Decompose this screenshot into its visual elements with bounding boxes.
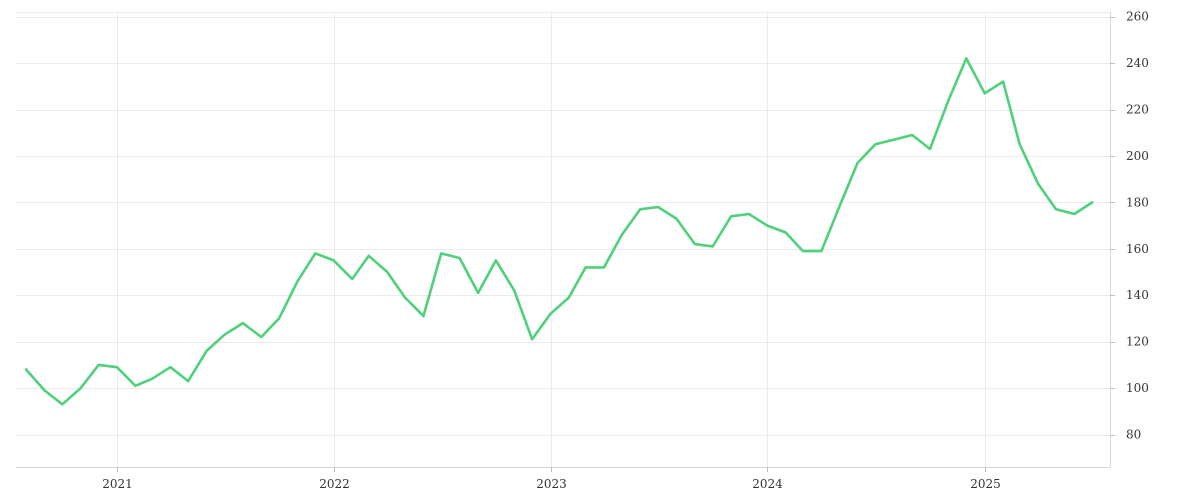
data-point bbox=[855, 160, 861, 166]
data-point bbox=[475, 290, 481, 296]
data-point bbox=[601, 264, 607, 270]
data-point bbox=[619, 232, 625, 238]
data-point bbox=[331, 257, 337, 263]
y-tick-label: 240 bbox=[1126, 56, 1149, 70]
data-point bbox=[23, 367, 29, 373]
data-point bbox=[204, 348, 210, 354]
x-tick-label: 2023 bbox=[536, 477, 567, 491]
data-point bbox=[1053, 206, 1059, 212]
data-point bbox=[185, 378, 191, 384]
data-point bbox=[946, 97, 952, 103]
data-point bbox=[764, 223, 770, 229]
data-point bbox=[800, 248, 806, 254]
data-point bbox=[42, 387, 48, 393]
x-tick-label: 2024 bbox=[752, 477, 783, 491]
data-point bbox=[438, 250, 444, 256]
y-axis-ticks: 80 100 120 140 160 180 200 220 240 260 bbox=[1110, 10, 1149, 442]
y-tick-label: 200 bbox=[1126, 149, 1149, 163]
y-tick-label: 120 bbox=[1126, 335, 1149, 349]
data-point bbox=[114, 364, 120, 370]
y-tick-label: 220 bbox=[1126, 103, 1149, 117]
data-point bbox=[420, 313, 426, 319]
y-tick-label: 100 bbox=[1126, 381, 1149, 395]
data-point bbox=[1071, 211, 1077, 217]
data-point bbox=[548, 311, 554, 317]
data-point bbox=[673, 216, 679, 222]
x-axis-ticks: 2021 2022 2023 2024 2025 bbox=[102, 467, 1001, 491]
y-tick-label: 140 bbox=[1126, 288, 1149, 302]
data-point bbox=[692, 241, 698, 247]
data-point bbox=[637, 206, 643, 212]
data-point bbox=[566, 295, 572, 301]
axes bbox=[16, 12, 1111, 468]
data-point bbox=[276, 315, 282, 321]
y-tick-label: 160 bbox=[1126, 242, 1149, 256]
data-point bbox=[349, 276, 355, 282]
data-point bbox=[529, 336, 535, 342]
data-point bbox=[295, 278, 301, 284]
data-point bbox=[402, 295, 408, 301]
series bbox=[24, 57, 1094, 406]
data-point bbox=[1017, 141, 1023, 147]
x-tick-label: 2025 bbox=[970, 477, 1001, 491]
data-point bbox=[366, 253, 372, 259]
data-point bbox=[132, 383, 138, 389]
y-tick-label: 80 bbox=[1126, 428, 1141, 442]
data-point bbox=[909, 132, 915, 138]
data-point bbox=[167, 364, 173, 370]
data-point bbox=[258, 334, 264, 340]
data-point bbox=[872, 141, 878, 147]
gridlines bbox=[16, 12, 1110, 467]
data-point bbox=[1035, 181, 1041, 187]
data-point bbox=[963, 55, 969, 61]
data-point bbox=[728, 213, 734, 219]
data-point bbox=[457, 255, 463, 261]
x-tick-label: 2022 bbox=[319, 477, 350, 491]
data-point bbox=[1089, 199, 1095, 205]
data-point bbox=[78, 385, 84, 391]
data-point bbox=[891, 137, 897, 143]
data-point bbox=[982, 90, 988, 96]
data-point bbox=[746, 211, 752, 217]
data-point bbox=[149, 376, 155, 382]
data-point bbox=[59, 401, 65, 407]
data-point bbox=[583, 264, 589, 270]
y-tick-label: 180 bbox=[1126, 195, 1149, 209]
data-point bbox=[222, 332, 228, 338]
data-point bbox=[1000, 79, 1006, 85]
data-point bbox=[493, 257, 499, 263]
data-point bbox=[96, 362, 102, 368]
data-points bbox=[23, 55, 1095, 407]
data-point bbox=[312, 250, 318, 256]
data-point bbox=[384, 269, 390, 275]
data-point bbox=[783, 230, 789, 236]
data-point bbox=[927, 146, 933, 152]
data-point bbox=[836, 204, 842, 210]
data-point bbox=[655, 204, 661, 210]
data-point bbox=[240, 320, 246, 326]
data-point bbox=[818, 248, 824, 254]
y-tick-label: 260 bbox=[1126, 10, 1149, 24]
data-point bbox=[710, 244, 716, 250]
series-line bbox=[24, 57, 1094, 406]
data-point bbox=[511, 288, 517, 294]
x-tick-label: 2021 bbox=[102, 477, 133, 491]
